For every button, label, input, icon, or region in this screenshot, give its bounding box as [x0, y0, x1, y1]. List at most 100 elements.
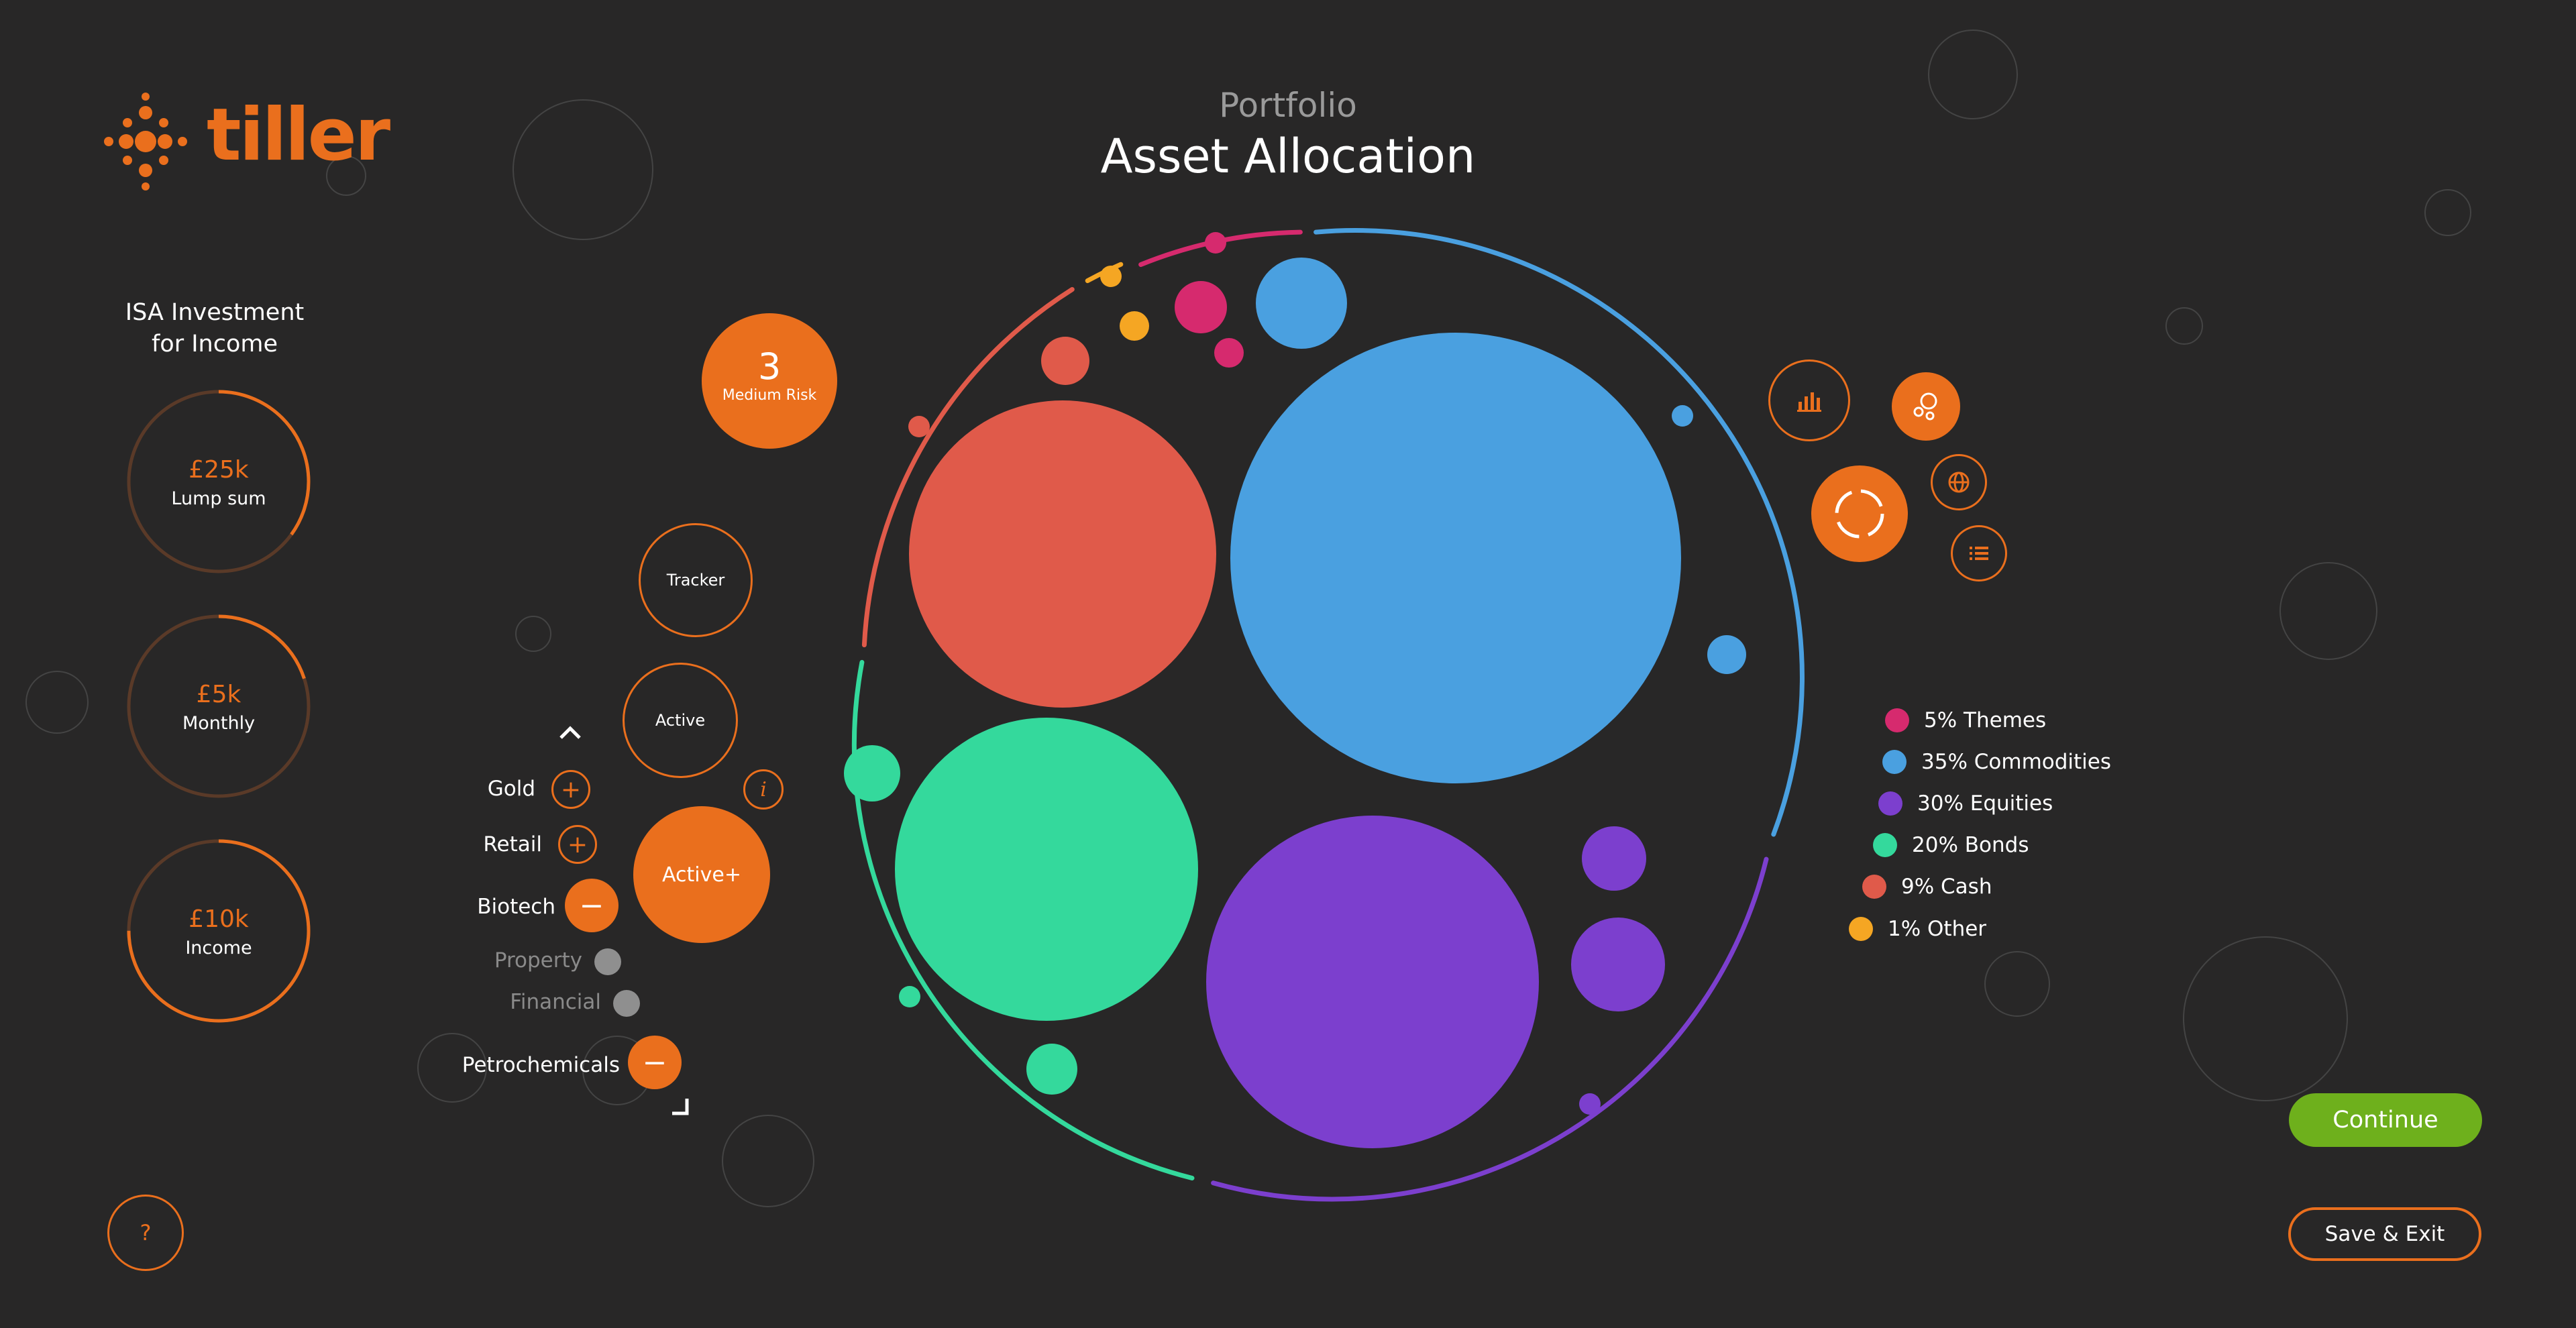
save-and-exit-button[interactable]: Save & Exit — [2288, 1207, 2481, 1261]
legend-item-bonds[interactable]: 20% Bonds — [1873, 833, 2029, 857]
sector-label-retail: Retail — [483, 832, 542, 856]
equities-marker — [1579, 1093, 1601, 1115]
themes-small-bubble — [1214, 338, 1244, 368]
legend-label: 9% Cash — [1901, 875, 1992, 899]
decorative-circle — [513, 99, 653, 240]
equities-bubble — [1206, 816, 1539, 1148]
legend-label: 20% Bonds — [1912, 833, 2029, 857]
decorative-circle — [1984, 951, 2050, 1017]
legend-dot — [1882, 750, 1907, 774]
cash-small-bubble — [1041, 337, 1089, 385]
other-marker — [1100, 266, 1122, 287]
legend-dot — [1873, 833, 1897, 857]
add-gold-button[interactable]: + — [551, 770, 590, 809]
bar-chart-icon[interactable] — [1768, 359, 1850, 441]
legend-label: 30% Equities — [1917, 791, 2053, 816]
info-icon[interactable]: i — [743, 769, 784, 810]
monthly-card[interactable]: £5k Monthly — [126, 614, 311, 799]
bonds-bubble — [895, 718, 1198, 1021]
active-plus-fund-button[interactable]: Active+ — [633, 806, 770, 943]
equities-arc — [1211, 856, 1769, 1202]
tracker-fund-button[interactable]: Tracker — [639, 523, 753, 637]
legend-label: 1% Other — [1888, 917, 1987, 941]
remove-biotech-button[interactable]: − — [565, 879, 619, 932]
decorative-circle — [2165, 307, 2203, 345]
bonds-small-bubble — [1026, 1044, 1077, 1095]
chevron-down-icon[interactable] — [669, 1092, 690, 1123]
page-subtitle: Portfolio — [1219, 86, 1357, 125]
help-button[interactable]: ? — [107, 1195, 184, 1271]
plan-title-line-2: for Income — [151, 331, 278, 357]
decorative-circle — [326, 156, 366, 196]
income-card[interactable]: £10k Income — [126, 838, 311, 1023]
commodities-marker — [1672, 405, 1693, 427]
active-fund-button[interactable]: Active — [623, 663, 738, 778]
cash-bubble — [909, 400, 1216, 708]
card-label: Lump sum — [171, 488, 266, 509]
financial-disabled-indicator — [613, 990, 640, 1017]
sector-label-gold: Gold — [487, 777, 535, 801]
progress-ring — [127, 839, 311, 1023]
decorative-circle — [25, 671, 89, 734]
cash-arc — [861, 287, 1075, 648]
sector-label-biotech: Biotech — [477, 895, 555, 919]
progress-ring — [127, 390, 311, 573]
continue-button[interactable]: Continue — [2289, 1093, 2482, 1147]
bubbles-icon[interactable] — [1892, 372, 1960, 441]
sector-label-financial: Financial — [510, 990, 601, 1014]
themes-small-bubble — [1175, 281, 1227, 333]
decorative-circle — [2279, 562, 2377, 660]
card-label: Monthly — [182, 713, 256, 734]
card-label: Income — [185, 938, 252, 958]
decorative-circle — [515, 616, 551, 652]
equities-small-bubble — [1571, 918, 1665, 1011]
legend-dot — [1849, 917, 1873, 941]
decorative-circle — [417, 1033, 487, 1103]
allocation-bubble-chart[interactable] — [805, 221, 1811, 1227]
legend-item-cash[interactable]: 9% Cash — [1862, 875, 1992, 899]
sector-label-property: Property — [494, 948, 582, 973]
decorative-circle — [1928, 30, 2018, 119]
page-title: Asset Allocation — [1100, 129, 1476, 184]
globe-icon[interactable] — [1931, 454, 1987, 510]
risk-level-badge[interactable]: 3 Medium Risk — [702, 313, 837, 449]
property-disabled-indicator — [594, 948, 621, 975]
card-amount: £25k — [189, 456, 249, 484]
add-retail-button[interactable]: + — [558, 825, 597, 864]
commodities-small-bubble — [1707, 635, 1746, 674]
commodities-small-bubble — [1256, 258, 1347, 349]
donut-icon[interactable] — [1811, 465, 1908, 562]
commodities-bubble — [1230, 333, 1681, 783]
risk-level-number: 3 — [757, 345, 782, 388]
legend-dot — [1885, 708, 1909, 732]
card-amount: £10k — [189, 905, 249, 933]
legend-item-other[interactable]: 1% Other — [1849, 917, 1986, 941]
decorative-circle — [2424, 189, 2471, 236]
legend-dot — [1878, 791, 1902, 816]
other-small-bubble — [1120, 311, 1149, 341]
progress-ring — [127, 614, 311, 798]
risk-level-label: Medium Risk — [722, 387, 817, 404]
bonds-small-bubble — [844, 745, 900, 801]
equities-small-bubble — [1582, 826, 1646, 891]
chevron-up-icon[interactable] — [557, 718, 584, 749]
plan-title: ISA Investment for Income — [101, 297, 329, 360]
list-icon[interactable] — [1951, 525, 2007, 582]
legend-item-equities[interactable]: 30% Equities — [1878, 791, 2053, 816]
remove-petrochemicals-button[interactable]: − — [628, 1036, 682, 1089]
legend-item-themes[interactable]: 5% Themes — [1885, 708, 2046, 732]
brand-name: tiller — [207, 93, 390, 177]
legend-dot — [1862, 875, 1886, 899]
commodities-arc — [1313, 228, 1805, 837]
card-amount: £5k — [196, 681, 241, 708]
legend-label: 35% Commodities — [1921, 750, 2112, 774]
legend-item-commodities[interactable]: 35% Commodities — [1882, 750, 2111, 774]
cash-marker — [908, 416, 930, 437]
bonds-marker — [899, 986, 920, 1007]
decorative-circle — [2183, 936, 2348, 1101]
legend-label: 5% Themes — [1924, 708, 2047, 732]
sector-label-petrochemicals: Petrochemicals — [462, 1053, 620, 1077]
plan-title-line-1: ISA Investment — [125, 299, 305, 326]
decorative-circle — [722, 1115, 814, 1207]
lump-sum-card[interactable]: £25k Lump sum — [126, 389, 311, 574]
